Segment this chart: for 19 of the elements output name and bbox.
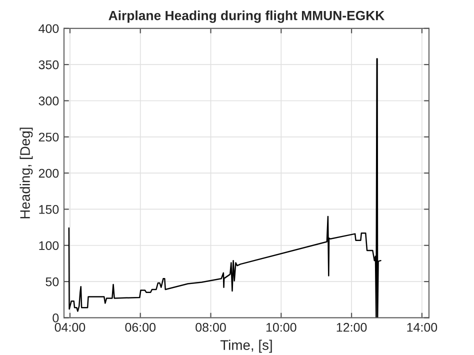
x-tick-label: 12:00 [336,322,367,332]
x-tick-label: 08:00 [196,322,226,332]
y-tick-label: 200 [38,168,59,178]
chart-title: Airplane Heading during flight MMUN-EGKK [108,10,385,23]
line-series [68,58,382,318]
y-tick-label: 300 [38,96,59,106]
x-tick-label: 04:00 [54,322,86,332]
x-tick-label: 14:00 [407,322,438,332]
x-tick-label: 10:00 [266,322,296,332]
x-axis-title: Time, [s] [220,340,272,353]
y-tick-label: 400 [38,24,59,34]
y-tick-label: 0 [52,314,59,322]
y-axis-title: Heading, [Deg] [20,128,33,218]
y-tick-label: 150 [39,205,59,214]
y-tick-label: 100 [39,241,59,250]
y-tick-label: 50 [46,277,59,286]
x-tick-label: 06:00 [125,322,156,332]
y-tick-label: 250 [38,132,59,142]
y-tick-label: 350 [38,60,59,70]
